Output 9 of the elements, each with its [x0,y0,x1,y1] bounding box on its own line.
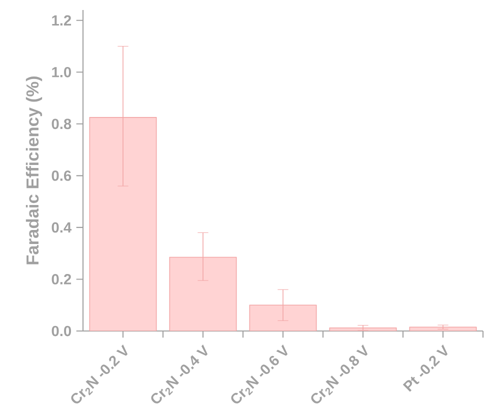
y-axis-title: Faradaic Efficiency (%) [26,76,42,264]
y-tick-label: 0.4 [52,222,72,233]
y-tick-label: 1.0 [52,66,72,78]
x-tick-label: Pt -0.2 V [402,344,448,392]
y-tick-label: 0.6 [52,170,72,181]
y-tick-label: 0.8 [52,118,72,130]
y-tick-label: 0.2 [52,274,72,284]
y-tick-label: 1.2 [52,15,72,26]
y-tick-label: 0.0 [52,326,72,336]
